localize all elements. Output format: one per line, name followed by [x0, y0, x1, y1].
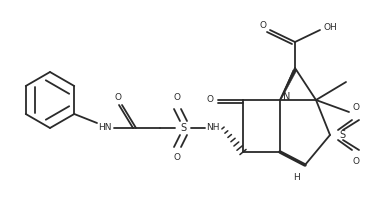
Text: O: O — [207, 95, 213, 105]
Text: O: O — [174, 153, 180, 163]
Text: O: O — [174, 93, 180, 103]
Text: H: H — [294, 173, 300, 182]
Text: OH: OH — [323, 23, 337, 31]
Text: O: O — [260, 21, 267, 29]
Text: S: S — [339, 130, 345, 140]
Text: NH: NH — [206, 124, 220, 132]
Text: S: S — [180, 123, 186, 133]
Text: HN: HN — [98, 124, 112, 132]
Polygon shape — [280, 70, 297, 100]
Text: N: N — [284, 92, 291, 102]
Text: O: O — [352, 157, 360, 167]
Text: O: O — [352, 103, 360, 112]
Text: O: O — [114, 93, 122, 101]
